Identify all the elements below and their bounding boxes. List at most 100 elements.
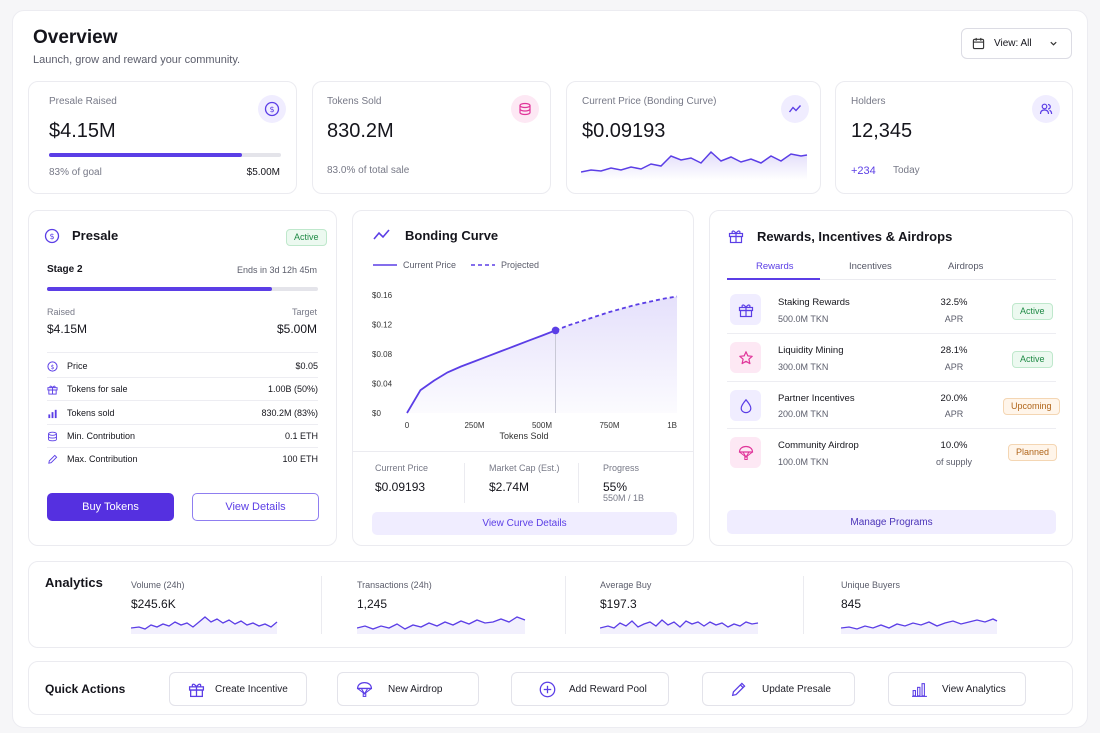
quick-action-label: Create Incentive [215, 683, 288, 695]
current-price-series-line [406, 329, 556, 414]
tabs-divider [727, 279, 1056, 280]
presale-row-label: Price [67, 361, 88, 371]
stat-label: Tokens Sold [327, 96, 382, 107]
new-airdrop-button[interactable]: New Airdrop [337, 672, 479, 706]
x-tick-label: 0 [405, 421, 410, 430]
x-tick-label: 250M [464, 421, 484, 430]
create-incentive-button[interactable]: Create Incentive [169, 672, 307, 706]
x-tick-label: 500M [532, 421, 552, 430]
add-reward-pool-button[interactable]: Add Reward Pool [511, 672, 669, 706]
reward-name: Liquidity Mining [778, 345, 844, 356]
x-tick-label: 1B [667, 421, 677, 430]
volume-sparkline [131, 616, 278, 634]
page-subtitle: Launch, grow and reward your community. [33, 54, 241, 66]
coins-icon [511, 95, 539, 123]
legend-solid-swatch [373, 264, 397, 266]
raised-value: $4.15M [47, 322, 88, 336]
projected-series-line [555, 295, 678, 332]
average-buy-sparkline [600, 619, 759, 634]
presale-row-value: 830.2M (83%) [261, 408, 318, 418]
presale-title: Presale [72, 228, 119, 243]
quick-actions-card: Quick Actions Create Incentive New Airdr… [28, 661, 1073, 715]
reward-value: 10.0% [940, 440, 968, 451]
footer-price: $0.09193 [375, 480, 426, 494]
presale-row-label: Max. Contribution [67, 454, 138, 464]
manage-programs-button[interactable]: Manage Programs [727, 510, 1056, 534]
divider [464, 463, 465, 503]
reward-item-partner[interactable]: Partner Incentives 200.0M TKN 20.0% APR … [727, 382, 1060, 429]
divider [321, 576, 322, 634]
svg-text:$: $ [269, 105, 274, 114]
tab-airdrops[interactable]: Airdrops [948, 261, 984, 272]
reward-sub: 500.0M TKN [778, 314, 829, 324]
reward-item-staking[interactable]: Staking Rewards 500.0M TKN 32.5% APR Act… [727, 286, 1056, 334]
presale-stage-progress-track [47, 287, 318, 291]
current-price-marker [551, 326, 560, 335]
status-badge: Upcoming [1003, 398, 1060, 415]
view-details-button[interactable]: View Details [192, 493, 319, 521]
view-analytics-button[interactable]: View Analytics [888, 672, 1026, 706]
star-icon [730, 342, 761, 373]
footer-mcap: $2.74M [489, 480, 530, 494]
active-tab-indicator [727, 278, 820, 280]
dollar-circle-icon: $ [47, 361, 58, 372]
metric-label: Unique Buyers [841, 580, 901, 590]
footer-price-label: Current Price [375, 463, 429, 473]
trend-line-icon [373, 229, 390, 240]
divider [578, 463, 579, 503]
reward-sub: 200.0M TKN [778, 409, 829, 419]
presale-ends: Ends in 3d 12h 45m [236, 265, 317, 275]
quick-actions-title: Quick Actions [45, 682, 126, 696]
status-badge: Active [1012, 351, 1053, 368]
parachute-icon [356, 681, 373, 697]
chevron-down-icon [1050, 41, 1057, 46]
stat-label: Current Price (Bonding Curve) [582, 96, 717, 107]
reward-item-airdrop[interactable]: Community Airdrop 100.0M TKN 10.0% of su… [727, 429, 1058, 477]
buy-tokens-button[interactable]: Buy Tokens [47, 493, 174, 521]
gift-icon [730, 294, 761, 325]
footer-progress-label: Progress [603, 463, 640, 473]
presale-card: $ Presale Active Stage 2 Ends in 3d 12h … [28, 210, 337, 546]
holders-delta: +234 [851, 165, 876, 177]
metric-value: 845 [841, 597, 862, 611]
tab-incentives[interactable]: Incentives [849, 261, 892, 272]
footer-mcap-label: Market Cap (Est.) [489, 463, 560, 473]
metric-label: Transactions (24h) [357, 580, 432, 590]
plus-circle-icon [539, 681, 556, 697]
reward-unit: APR [944, 409, 964, 419]
presale-row-min-contribution: Min. Contribution 0.1 ETH [47, 425, 318, 448]
presale-row-value: 1.00B (50%) [267, 384, 318, 394]
presale-progress-track [49, 153, 281, 157]
drop-icon [730, 390, 761, 421]
reward-sub: 300.0M TKN [778, 362, 829, 372]
y-tick-label: $0.08 [372, 350, 393, 359]
view-curve-details-button[interactable]: View Curve Details [372, 512, 677, 535]
y-tick-label: $0 [372, 409, 381, 418]
x-axis-label: Tokens Sold [499, 431, 549, 441]
presale-stage: Stage 2 [47, 264, 83, 275]
update-presale-button[interactable]: Update Presale [702, 672, 855, 706]
divider [353, 451, 693, 452]
presale-row-label: Min. Contribution [67, 431, 136, 441]
reward-item-liquidity[interactable]: Liquidity Mining 300.0M TKN 28.1% APR Ac… [727, 334, 1056, 382]
users-icon [1032, 95, 1060, 123]
legend-dashed-swatch [471, 264, 495, 266]
quick-action-label: Update Presale [762, 683, 831, 695]
presale-progress-fill [49, 153, 242, 157]
view-filter-dropdown[interactable]: View: All [961, 28, 1072, 59]
dollar-circle-icon: $ [258, 95, 286, 123]
presale-row-value: 0.1 ETH [284, 431, 318, 441]
coins-icon [48, 431, 57, 442]
quick-action-label: View Analytics [942, 683, 1006, 695]
metric-value: $197.3 [600, 597, 637, 611]
bonding-curve-chart: $0 $0.04 $0.08 $0.12 $0.16 0 250M 500M 750M 1B [372, 291, 678, 430]
y-tick-label: $0.12 [372, 321, 393, 330]
target-value: $5.00M [276, 322, 317, 336]
holders-delta-label: Today [893, 165, 920, 176]
presale-stage-progress-fill [47, 287, 272, 291]
tab-rewards[interactable]: Rewards [756, 261, 794, 272]
divider [565, 576, 566, 634]
stat-value: 12,345 [851, 120, 913, 142]
presale-row-price: $ Price $0.05 [47, 355, 318, 378]
svg-text:$: $ [51, 364, 55, 371]
